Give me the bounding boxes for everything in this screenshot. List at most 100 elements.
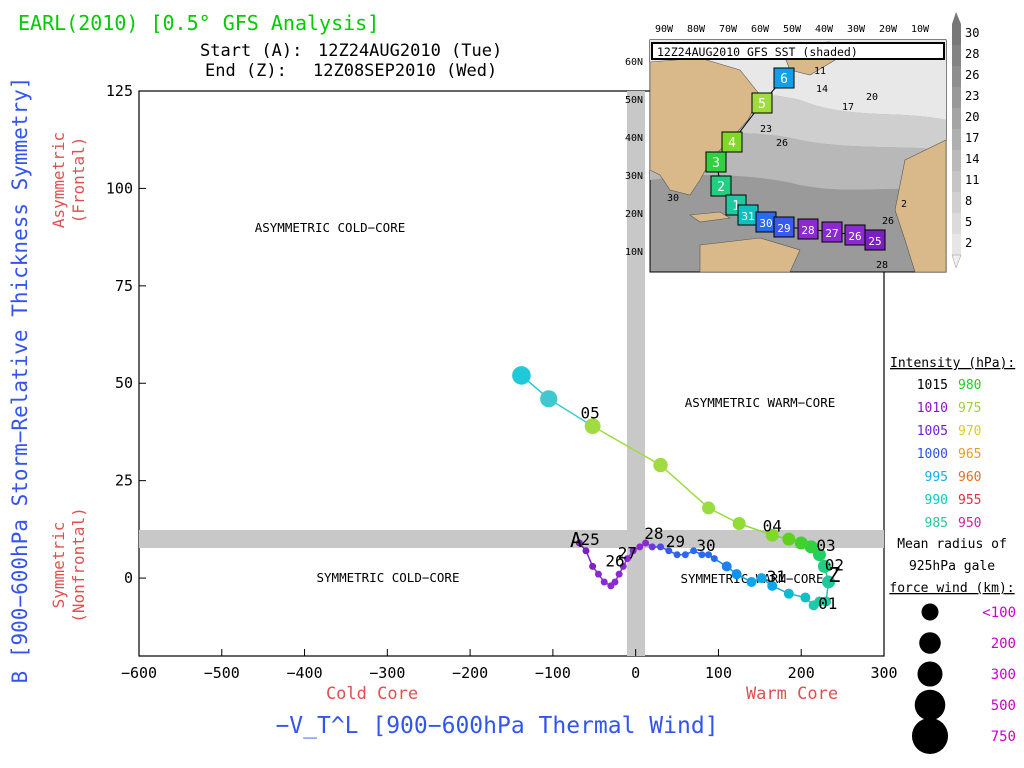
- track-point: [731, 569, 742, 580]
- sst-inset-map: 12Z24AUG2010 GFS SST (shaded) 90W 80W 70W 6…: [625, 12, 979, 273]
- south-america-land: [699, 237, 801, 273]
- colorbar-label: 5: [965, 215, 972, 229]
- track-point: [600, 578, 608, 586]
- x-tick-label: 0: [631, 664, 640, 682]
- colorbar-cell: [952, 87, 961, 108]
- track-date-label: 25: [581, 530, 600, 549]
- intensity-legend-left: 1000: [917, 447, 948, 462]
- colorbar-cell: [952, 45, 961, 66]
- inset-longitude-labels: 90W 80W 70W 60W 50W 40W 30W 20W 10W: [655, 24, 930, 35]
- end-value: 12Z08SEP2010 (Wed): [313, 61, 497, 81]
- track-point: [636, 543, 644, 551]
- x-tick-label: −200: [452, 664, 488, 682]
- colorbar-cell: [952, 150, 961, 171]
- track-point: [690, 547, 698, 555]
- track-point: [783, 588, 794, 599]
- track-point: [804, 540, 818, 554]
- y-tick-label: 100: [106, 179, 133, 197]
- inset-day-box: [821, 221, 843, 243]
- track-point: [767, 580, 778, 591]
- colorbar-label: 2: [965, 236, 972, 250]
- track-point: [540, 390, 558, 408]
- track-point: [665, 547, 673, 555]
- inset-lon-label: 30W: [847, 24, 866, 35]
- y-axis-top-note-line2: (Frontal): [69, 137, 88, 224]
- x-axis-label: −V_T^L [900−600hPa Thermal Wind]: [275, 713, 718, 739]
- inset-lon-label: 80W: [687, 24, 706, 35]
- intensity-legend-right: 975: [958, 401, 981, 416]
- colorbar-label: 8: [965, 194, 972, 208]
- track-point: [615, 570, 623, 578]
- x-tick-label: −600: [121, 664, 157, 682]
- colorbar-label: 11: [965, 173, 979, 187]
- track-point: [623, 555, 631, 563]
- inset-contour-label: 26: [776, 138, 788, 149]
- quadrant-label-sym-cold: SYMMETRIC COLD−CORE: [317, 570, 460, 585]
- x-tick-label: 300: [870, 664, 897, 682]
- colorbar-label: 14: [965, 152, 979, 166]
- quadrant-label-asym-warm: ASYMMETRIC WARM−CORE: [685, 395, 836, 410]
- track-point: [821, 596, 832, 607]
- intensity-legend-left: 990: [925, 493, 948, 508]
- inset-contour-label: 2: [901, 199, 907, 210]
- caribbean-islands: [689, 211, 731, 223]
- inset-day-box-label: 29: [777, 222, 790, 235]
- inset-contour-label: 17: [842, 102, 854, 113]
- inset-day-box: [705, 151, 727, 173]
- inset-lon-label: 10W: [911, 24, 930, 35]
- track-date-label: 02: [825, 555, 844, 574]
- track-segment: [548, 398, 594, 427]
- colorbar-label: 30: [965, 26, 979, 40]
- track-date-label: 27: [618, 544, 637, 563]
- track-point: [794, 536, 808, 550]
- colorbar-cell: [952, 171, 961, 192]
- start-label: Start (A):: [200, 41, 302, 61]
- inset-lat-label: 10N: [625, 247, 643, 258]
- track-point: [619, 562, 627, 570]
- track-date-label: 29: [666, 532, 685, 551]
- track-point: [642, 539, 650, 547]
- track-point: [594, 570, 602, 578]
- colorbar-bottom-arrow: [951, 254, 962, 269]
- inset-day-box: [773, 216, 795, 238]
- inset-day-box-label: 5: [758, 97, 766, 112]
- inset-lon-label: 50W: [783, 24, 802, 35]
- quadrant-label-asym-cold: ASYMMETRIC COLD−CORE: [255, 220, 406, 235]
- track-point: [611, 578, 619, 586]
- inset-contour-label: 26: [882, 216, 894, 227]
- inset-day-box-label: 4: [728, 136, 736, 151]
- inset-day-box-label: 2: [717, 180, 725, 195]
- intensity-legend-right: 965: [958, 447, 981, 462]
- inset-contour-label: 23: [760, 124, 772, 135]
- track-point: [589, 562, 597, 570]
- vertical-threshold-band: [627, 91, 645, 656]
- inset-contour-label: 20: [866, 92, 878, 103]
- track-date-label: 03: [816, 536, 835, 555]
- track-point: [746, 576, 757, 587]
- plot-frame: [138, 90, 885, 657]
- colorbar-cell: [952, 66, 961, 87]
- track-date-label: 04: [763, 516, 782, 535]
- inset-day-box: [710, 175, 732, 197]
- x-tick-label: −500: [204, 664, 240, 682]
- track-point: [653, 457, 668, 473]
- inset-title-box: [651, 42, 945, 60]
- inset-lat-label: 40N: [625, 133, 643, 144]
- radius-legend-title: Mean radius of: [897, 537, 1007, 552]
- colorbar-cell: [952, 213, 961, 234]
- track-point: [822, 575, 836, 589]
- inset-day-box-label: 25: [868, 235, 881, 248]
- y-tick-label: 25: [115, 472, 133, 490]
- track-point: [582, 547, 590, 555]
- x-axis-warm-note: Warm Core: [746, 684, 838, 704]
- inset-lat-label: 20N: [625, 209, 643, 220]
- y-axis-ticks: 0 25 50 75 100 125: [106, 82, 146, 587]
- x-axis-ticks: −600 −500 −400 −300 −200 −100 0 100 200 300: [121, 649, 898, 682]
- inset-lat-label: 30N: [625, 171, 643, 182]
- inset-title: 12Z24AUG2010 GFS SST (shaded): [657, 45, 858, 59]
- inset-day-box: [797, 218, 819, 240]
- track-segment: [592, 425, 661, 466]
